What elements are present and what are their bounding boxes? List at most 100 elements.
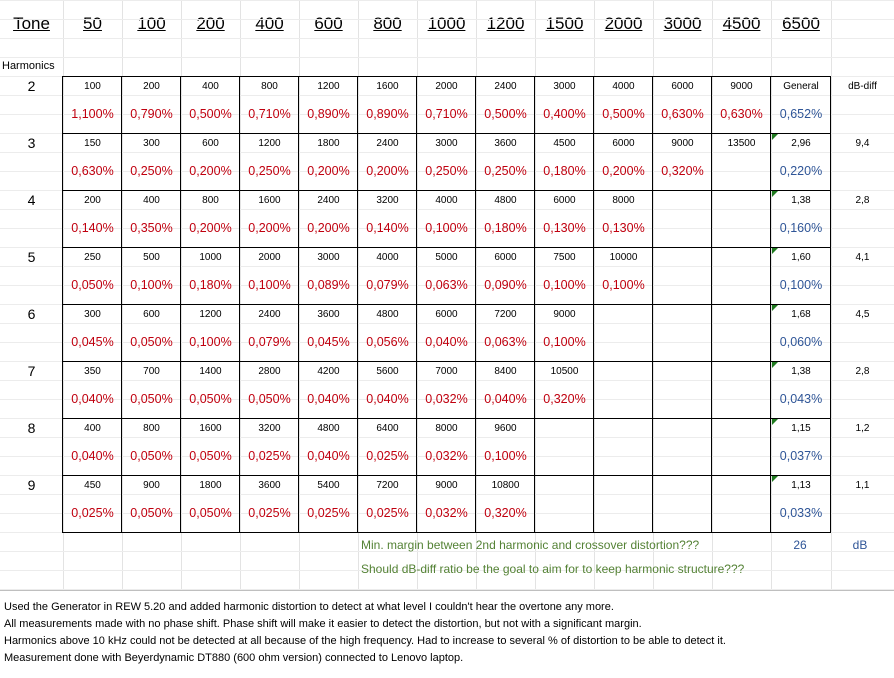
distortion-percent: 0,250% <box>248 164 291 178</box>
harmonic-frequency: 10500 <box>550 366 579 377</box>
distortion-percent: 0,320% <box>543 392 586 406</box>
table-border-h <box>62 247 831 248</box>
table-border-h <box>62 475 831 476</box>
harmonic-frequency: 10800 <box>491 480 520 491</box>
grid-hline <box>0 171 894 172</box>
grid-vline <box>240 0 241 590</box>
tone-header: 1000 <box>427 14 466 33</box>
cell-indicator-icon <box>772 248 778 254</box>
distortion-percent: 0,050% <box>130 449 173 463</box>
distortion-percent: 0,100% <box>248 278 291 292</box>
cell-indicator-icon <box>772 191 778 197</box>
distortion-percent: 0,050% <box>130 335 173 349</box>
distortion-percent: 0,050% <box>71 278 114 292</box>
distortion-percent: 0,250% <box>130 164 173 178</box>
grid-hline <box>0 437 894 438</box>
distortion-percent: 1,100% <box>71 107 114 121</box>
harmonic-frequency: 6000 <box>435 309 458 320</box>
note-line: All measurements made with no phase shif… <box>4 618 642 630</box>
distortion-percent: 0,040% <box>425 335 468 349</box>
distortion-percent: 0,045% <box>307 335 350 349</box>
harmonic-frequency: 4000 <box>376 252 399 263</box>
harmonic-frequency: 600 <box>143 309 160 320</box>
distortion-percent: 0,040% <box>71 449 114 463</box>
harmonic-frequency: 6400 <box>376 423 399 434</box>
db-diff: 4,1 <box>855 252 870 263</box>
table-border-h <box>62 361 831 362</box>
distortion-percent: 0,063% <box>484 335 527 349</box>
distortion-percent: 0,050% <box>130 392 173 406</box>
db-diff: 1,1 <box>855 480 870 491</box>
harmonic-frequency: 350 <box>84 366 101 377</box>
tone-header: 3000 <box>663 14 702 33</box>
distortion-percent: 0,025% <box>248 449 291 463</box>
harmonic-frequency: 3000 <box>553 81 576 92</box>
distortion-percent: 0,180% <box>543 164 586 178</box>
harmonic-frequency: 250 <box>84 252 101 263</box>
distortion-percent: 0,500% <box>484 107 527 121</box>
tone-header: 800 <box>373 14 402 33</box>
note-line: Used the Generator in REW 5.20 and added… <box>4 601 614 613</box>
table-border-h <box>62 304 831 305</box>
harmonic-frequency: 8400 <box>494 366 517 377</box>
distortion-percent: 0,630% <box>720 107 763 121</box>
harmonic-frequency: 4800 <box>494 195 517 206</box>
harmonic-frequency: 1200 <box>258 138 281 149</box>
harmonic-frequency: 6000 <box>671 81 694 92</box>
harmonic-frequency: 2000 <box>435 81 458 92</box>
grid-vline <box>417 0 418 590</box>
grid-vline <box>831 0 832 590</box>
grid-hline <box>0 95 894 96</box>
general-label: 1,15 <box>791 423 811 434</box>
grid-vline <box>358 0 359 590</box>
grid-vline <box>535 0 536 590</box>
distortion-percent: 0,100% <box>425 221 468 235</box>
harmonic-frequency: 300 <box>143 138 160 149</box>
distortion-percent: 0,040% <box>307 392 350 406</box>
distortion-percent: 0,130% <box>543 221 586 235</box>
distortion-percent: 0,040% <box>71 392 114 406</box>
distortion-percent: 0,130% <box>602 221 645 235</box>
harmonic-frequency: 700 <box>143 366 160 377</box>
distortion-percent: 0,500% <box>602 107 645 121</box>
general-label: 2,96 <box>791 138 811 149</box>
harmonic-frequency: 6000 <box>494 252 517 263</box>
harmonic-frequency: 2000 <box>258 252 281 263</box>
tone-header: 100 <box>137 14 166 33</box>
grid-vline <box>653 0 654 590</box>
harmonic-frequency: 9600 <box>494 423 517 434</box>
distortion-percent: 0,025% <box>248 506 291 520</box>
harmonic-frequency: 8000 <box>612 195 635 206</box>
distortion-percent: 0,040% <box>307 449 350 463</box>
distortion-percent: 0,032% <box>425 506 468 520</box>
grid-vline <box>712 0 713 590</box>
grid-hline <box>0 513 894 514</box>
distortion-percent: 0,320% <box>484 506 527 520</box>
harmonic-frequency: 4200 <box>317 366 340 377</box>
distortion-percent: 0,140% <box>366 221 409 235</box>
tone-header: 400 <box>255 14 284 33</box>
db-diff: 2,8 <box>855 195 870 206</box>
tone-header: 200 <box>196 14 225 33</box>
distortion-percent: 0,090% <box>484 278 527 292</box>
distortion-percent: 0,100% <box>484 449 527 463</box>
db-diff: 9,4 <box>855 138 870 149</box>
grid-hline <box>0 57 894 58</box>
harmonic-frequency: 200 <box>143 81 160 92</box>
grid-vline <box>771 0 772 590</box>
distortion-percent: 0,100% <box>130 278 173 292</box>
harmonic-frequency: 9000 <box>671 138 694 149</box>
harmonic-number: 7 <box>27 363 36 379</box>
grid-vline <box>122 0 123 590</box>
general-percent: 0,043% <box>779 392 823 406</box>
db-diff: dB-diff <box>848 81 877 92</box>
tone-label: Tone <box>13 14 50 33</box>
harmonic-frequency: 3600 <box>494 138 517 149</box>
general-percent: 0,220% <box>779 164 823 178</box>
harmonic-frequency: 3000 <box>435 138 458 149</box>
harmonic-frequency: 2400 <box>258 309 281 320</box>
grid-hline <box>0 38 894 39</box>
harmonic-frequency: 3200 <box>258 423 281 434</box>
grid-vline <box>181 0 182 590</box>
harmonic-frequency: 450 <box>84 480 101 491</box>
